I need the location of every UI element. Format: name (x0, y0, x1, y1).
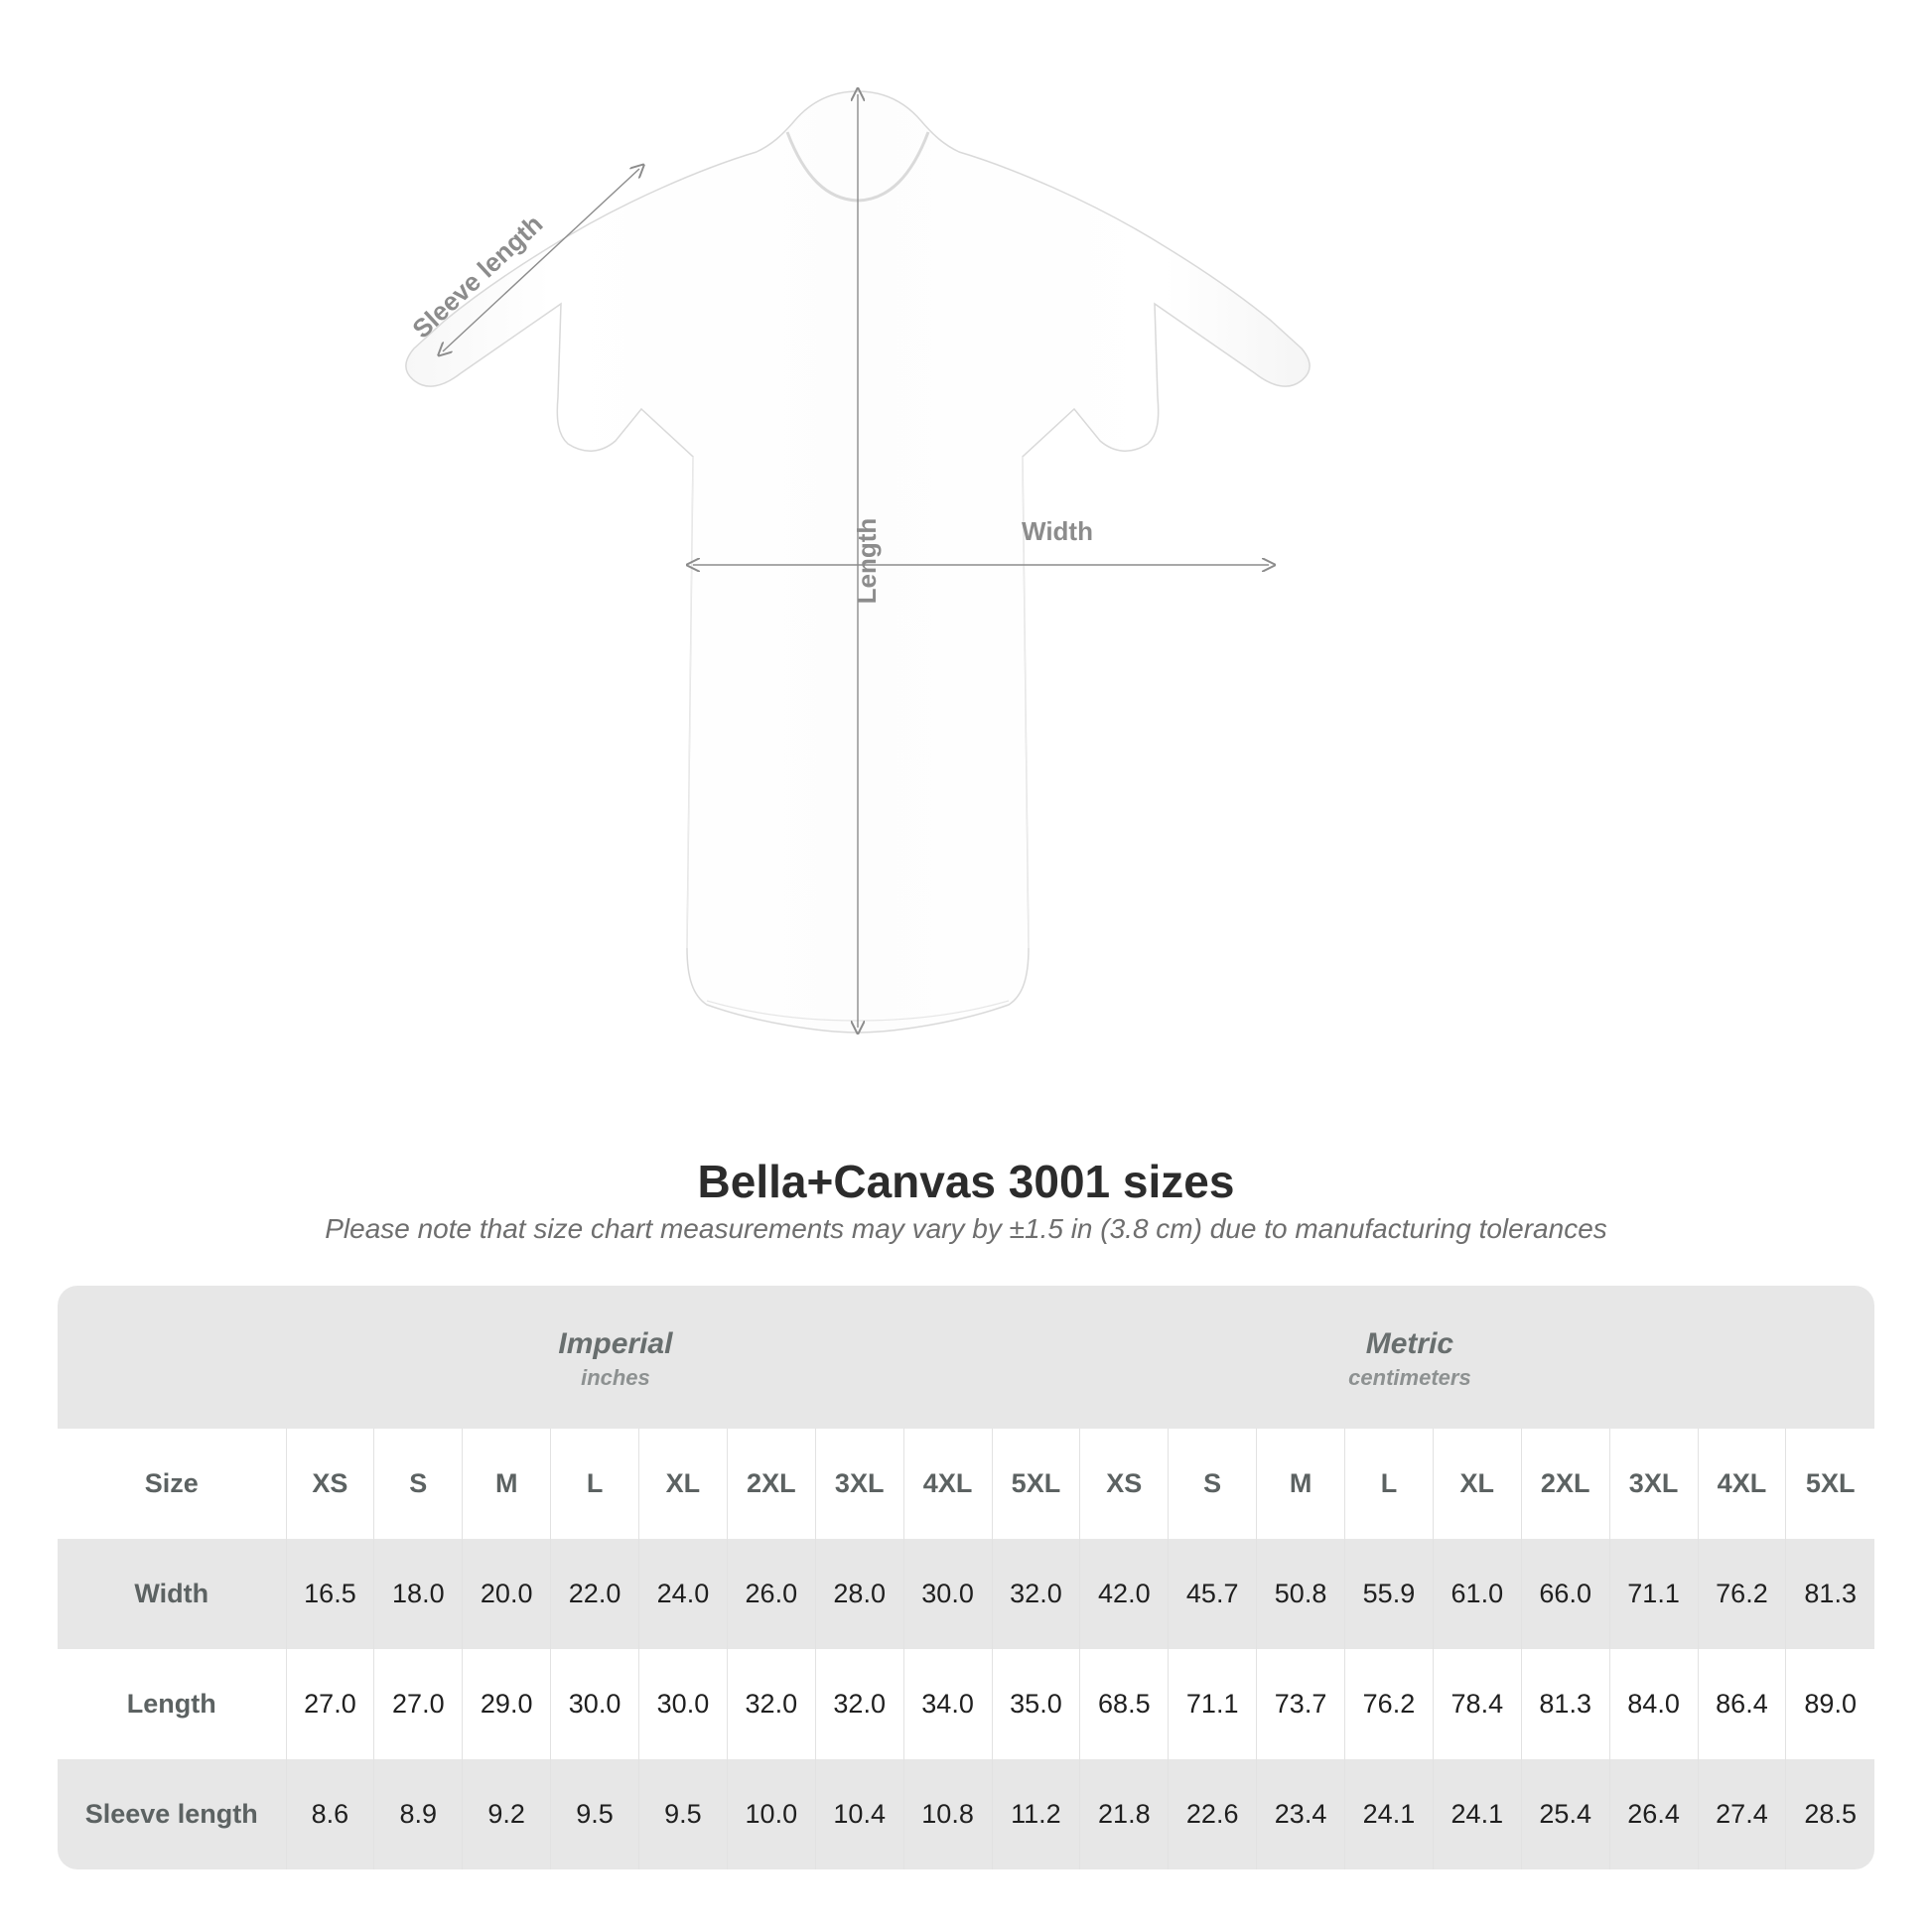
svg-text:Length: Length (852, 518, 882, 605)
svg-text:Width: Width (1022, 516, 1093, 546)
